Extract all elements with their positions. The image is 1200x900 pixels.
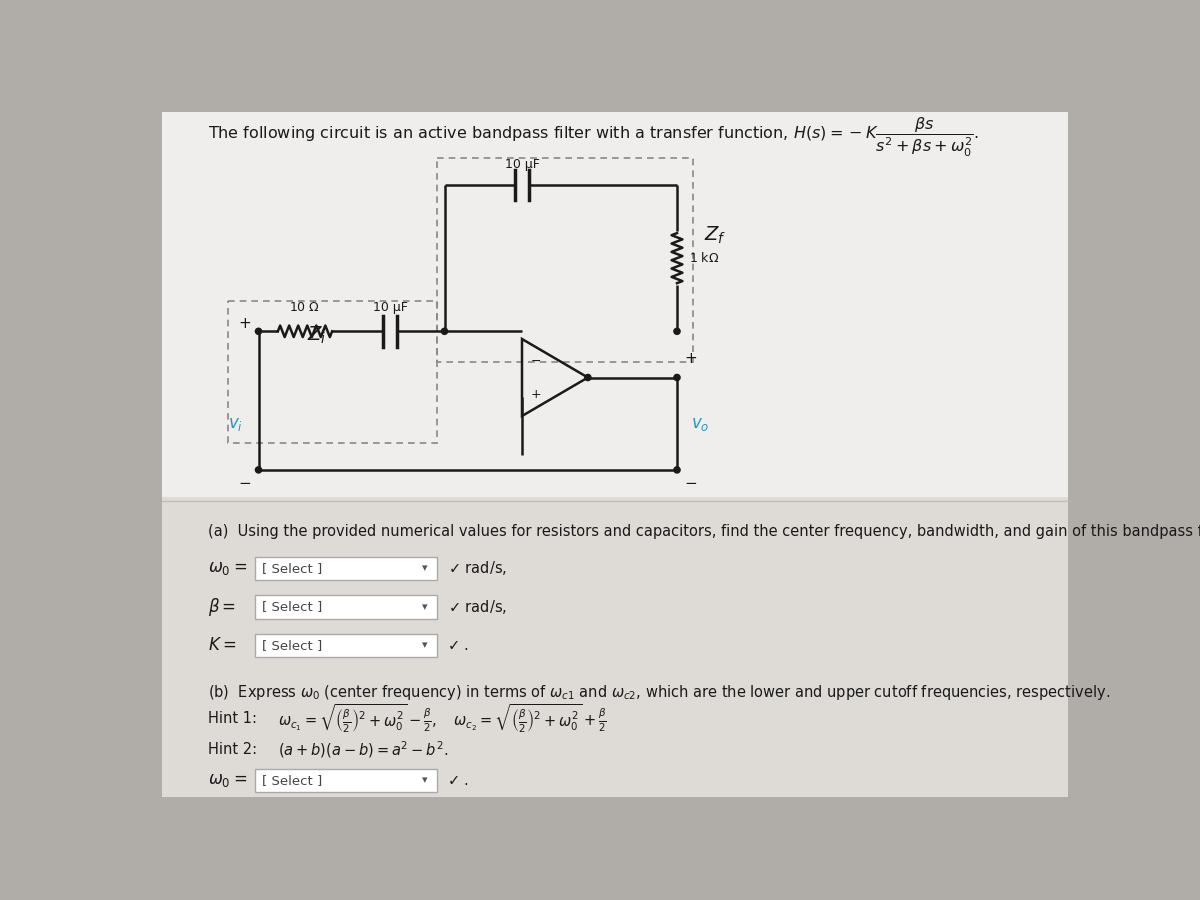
Text: $\checkmark$ .: $\checkmark$ . (446, 773, 469, 788)
Text: $Z_f$: $Z_f$ (704, 224, 726, 246)
Text: $\omega_0 =$: $\omega_0 =$ (208, 771, 247, 789)
Text: $-$: $-$ (529, 354, 541, 367)
Text: $Z_i$: $Z_i$ (307, 325, 326, 346)
Bar (162, 112, 1068, 497)
Text: +: + (684, 351, 697, 365)
Text: [ Select ]: [ Select ] (263, 562, 323, 575)
Circle shape (674, 467, 680, 473)
Circle shape (256, 467, 262, 473)
Text: 1 k$\Omega$: 1 k$\Omega$ (689, 251, 719, 266)
Text: $(a+b)(a-b) = a^2 - b^2$.: $(a+b)(a-b) = a^2 - b^2$. (278, 739, 448, 760)
Text: 10 µF: 10 µF (373, 302, 408, 314)
Circle shape (674, 328, 680, 335)
Text: $\checkmark$ rad/s,: $\checkmark$ rad/s, (449, 598, 508, 616)
Text: 10 $\Omega$: 10 $\Omega$ (289, 302, 320, 314)
Text: $\omega_{c_1} = \sqrt{\left(\frac{\beta}{2}\right)^2 + \omega_0^2} - \frac{\beta: $\omega_{c_1} = \sqrt{\left(\frac{\beta}… (278, 702, 607, 735)
Text: 10 µF: 10 µF (504, 158, 540, 171)
Bar (254, 557, 437, 580)
Bar (254, 769, 437, 792)
Circle shape (584, 374, 590, 381)
Bar (254, 596, 437, 618)
Text: $\checkmark$ rad/s,: $\checkmark$ rad/s, (449, 560, 508, 578)
Text: ▾: ▾ (422, 775, 428, 785)
Text: ▾: ▾ (422, 602, 428, 612)
Text: Hint 1:: Hint 1: (208, 711, 257, 726)
Text: [ Select ]: [ Select ] (263, 774, 323, 787)
Text: $v_i$: $v_i$ (228, 415, 242, 433)
Text: (b)  Express $\omega_0$ (center frequency) in terms of $\omega_{c1}$ and $\omega: (b) Express $\omega_0$ (center frequency… (208, 683, 1110, 702)
Text: $\beta =$: $\beta =$ (208, 596, 236, 618)
Text: $K=$: $K=$ (208, 636, 236, 654)
Circle shape (442, 328, 448, 335)
Text: $-$: $-$ (684, 474, 697, 489)
Circle shape (674, 374, 680, 381)
Text: $\checkmark$ .: $\checkmark$ . (446, 638, 469, 653)
Text: [ Select ]: [ Select ] (263, 600, 323, 614)
Circle shape (256, 328, 262, 335)
Text: $\omega_0 =$: $\omega_0 =$ (208, 560, 247, 578)
Bar (254, 634, 437, 657)
Text: +: + (238, 316, 251, 331)
Text: ▾: ▾ (422, 563, 428, 573)
Bar (228, 301, 437, 443)
Text: ▾: ▾ (422, 641, 428, 651)
Text: Hint 2:: Hint 2: (208, 742, 257, 757)
Text: [ Select ]: [ Select ] (263, 639, 323, 652)
Text: The following circuit is an active bandpass filter with a transfer function, $H(: The following circuit is an active bandp… (208, 116, 979, 159)
Text: $+$: $+$ (529, 388, 541, 400)
Text: $-$: $-$ (238, 474, 251, 489)
Bar (437, 158, 692, 362)
Text: $v_o$: $v_o$ (691, 415, 709, 433)
Text: (a)  Using the provided numerical values for resistors and capacitors, find the : (a) Using the provided numerical values … (208, 524, 1200, 539)
